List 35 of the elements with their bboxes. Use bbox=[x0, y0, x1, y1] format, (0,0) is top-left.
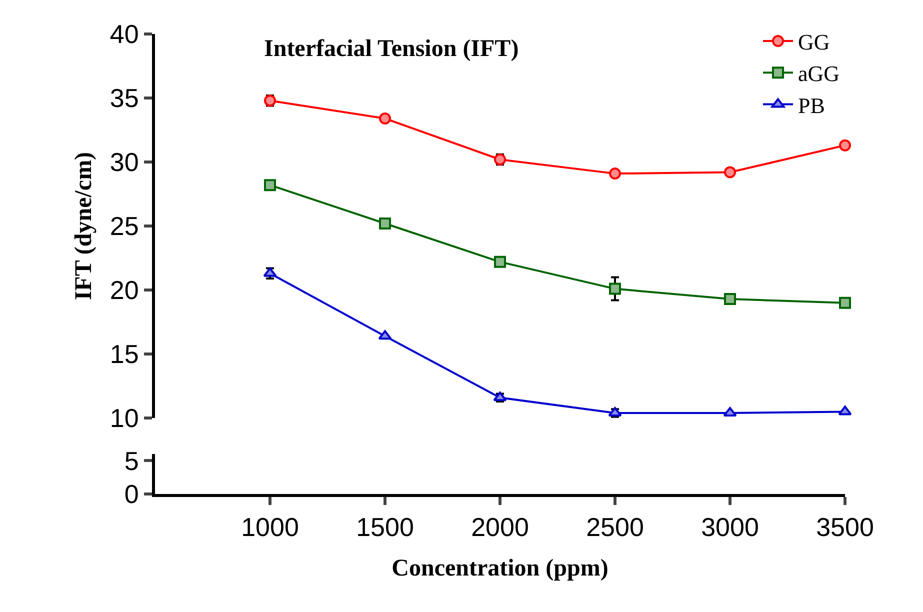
legend-label: PB bbox=[798, 92, 825, 118]
y-tick-label: 30 bbox=[110, 147, 139, 178]
y-tick-label: 20 bbox=[110, 275, 139, 306]
y-tick-label: 25 bbox=[110, 211, 139, 242]
y-tick-label: 10 bbox=[110, 403, 139, 434]
point bbox=[609, 168, 621, 180]
x-tick-label: 2500 bbox=[586, 512, 644, 542]
x-tick-label: 2000 bbox=[471, 512, 529, 542]
point bbox=[494, 256, 506, 268]
legend-label: aGG bbox=[798, 61, 840, 86]
point bbox=[609, 282, 621, 295]
point bbox=[724, 293, 736, 306]
point bbox=[839, 296, 851, 309]
x-tick-label: 1500 bbox=[356, 512, 414, 542]
point bbox=[839, 139, 851, 152]
point bbox=[264, 179, 276, 192]
point bbox=[263, 267, 277, 277]
y-tick-label: 40 bbox=[110, 19, 139, 50]
y-axis-title: IFT (dyne/cm) bbox=[70, 152, 97, 300]
x-tick-label: 3500 bbox=[816, 512, 874, 542]
point bbox=[379, 217, 391, 230]
x-tick-label: 1000 bbox=[241, 512, 299, 542]
y-tick-label: 5 bbox=[124, 446, 139, 476]
x-axis-title: Concentration (ppm) bbox=[392, 556, 608, 582]
y-tick-label: 0 bbox=[124, 479, 139, 510]
chart-title: Interfacial Tension (IFT) bbox=[264, 36, 519, 62]
y-tick-label: 15 bbox=[110, 339, 139, 370]
point bbox=[724, 166, 736, 178]
y-tick-label: 35 bbox=[110, 83, 139, 114]
legend-label: GG bbox=[798, 30, 830, 55]
point bbox=[838, 406, 852, 416]
point bbox=[379, 112, 391, 124]
point bbox=[378, 330, 392, 340]
x-tick-label: 3000 bbox=[701, 512, 759, 542]
point bbox=[723, 406, 737, 416]
